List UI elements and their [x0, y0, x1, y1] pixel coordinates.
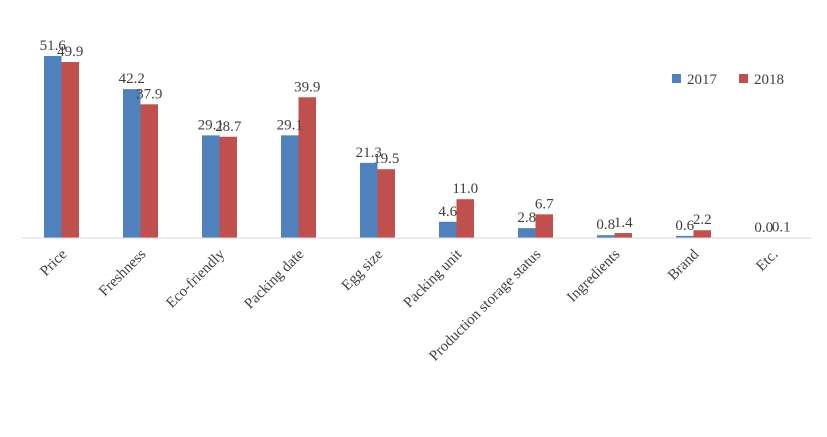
legend-swatch-2017	[672, 74, 681, 83]
value-label-2018-7: 6.7	[535, 196, 554, 212]
legend: 2017 2018	[672, 72, 784, 88]
bar-2017-1	[44, 56, 62, 238]
value-label-2018-10: 0.1	[772, 220, 791, 236]
category-label-10: Etc.	[753, 247, 781, 275]
value-label-2017-9: 0.6	[675, 218, 694, 234]
value-label-2017-6: 4.6	[438, 204, 457, 220]
value-label-2017-4: 29.1	[277, 117, 303, 133]
value-label-2018-2: 37.9	[136, 86, 162, 102]
value-label-2017-7: 2.8	[517, 210, 536, 226]
value-label-2018-4: 39.9	[294, 79, 320, 95]
category-label-9: Brand	[665, 246, 703, 284]
legend-label-2017: 2017	[687, 72, 718, 88]
bar-2017-3	[202, 135, 220, 238]
bar-2017-5	[360, 162, 378, 238]
category-label-6: Packing unit	[401, 246, 466, 311]
value-label-2018-5: 19.5	[373, 151, 399, 167]
category-labels-layer: Price Freshness Eco-friendly Packing date Eg…	[37, 246, 781, 365]
bar-2017-8	[597, 235, 615, 238]
bar-2018-5	[377, 169, 395, 238]
category-label-3: Eco-friendly	[163, 246, 228, 311]
value-label-2018-3: 28.7	[215, 119, 242, 135]
bar-2017-6	[439, 221, 457, 238]
value-label-2017-3: 29.1	[198, 117, 224, 133]
bar-2017-7	[518, 228, 536, 238]
value-label-2017-2: 42.2	[119, 71, 145, 87]
value-label-2017-1: 51.6	[40, 38, 67, 54]
bar-2017-9	[676, 235, 694, 238]
category-label-8: Ingredients	[564, 246, 623, 305]
bar-2017-4	[281, 135, 299, 238]
bar-2018-1	[61, 62, 79, 238]
value-label-2017-10: 0.0	[754, 220, 773, 236]
bar-2018-9	[693, 230, 711, 238]
legend-label-2018: 2018	[754, 72, 784, 88]
value-label-2017-8: 0.8	[596, 217, 615, 233]
category-label-1: Price	[37, 246, 70, 279]
bar-2018-4	[298, 97, 316, 239]
value-label-2018-9: 2.2	[693, 212, 712, 228]
bar-2018-3	[219, 136, 237, 238]
category-label-5: Egg size	[339, 246, 387, 294]
legend-swatch-2018	[739, 74, 748, 83]
value-label-2018-1: 49.9	[57, 44, 83, 60]
value-label-2017-5: 21.3	[356, 145, 382, 161]
bars-layer	[44, 56, 790, 239]
bar-2017-2	[123, 89, 141, 238]
value-label-2018-8: 1.4	[614, 215, 633, 231]
value-label-2018-6: 11.0	[452, 181, 478, 197]
category-label-2: Freshness	[96, 246, 149, 299]
bar-2018-6	[456, 199, 474, 238]
bar-2018-7	[535, 214, 553, 238]
bar-2018-2	[140, 104, 158, 238]
bar-2018-8	[614, 233, 632, 238]
value-labels-layer: 51.649.942.237.929.128.7 29.139.921.319.5…	[40, 38, 791, 236]
category-label-4: Packing date	[242, 246, 308, 312]
